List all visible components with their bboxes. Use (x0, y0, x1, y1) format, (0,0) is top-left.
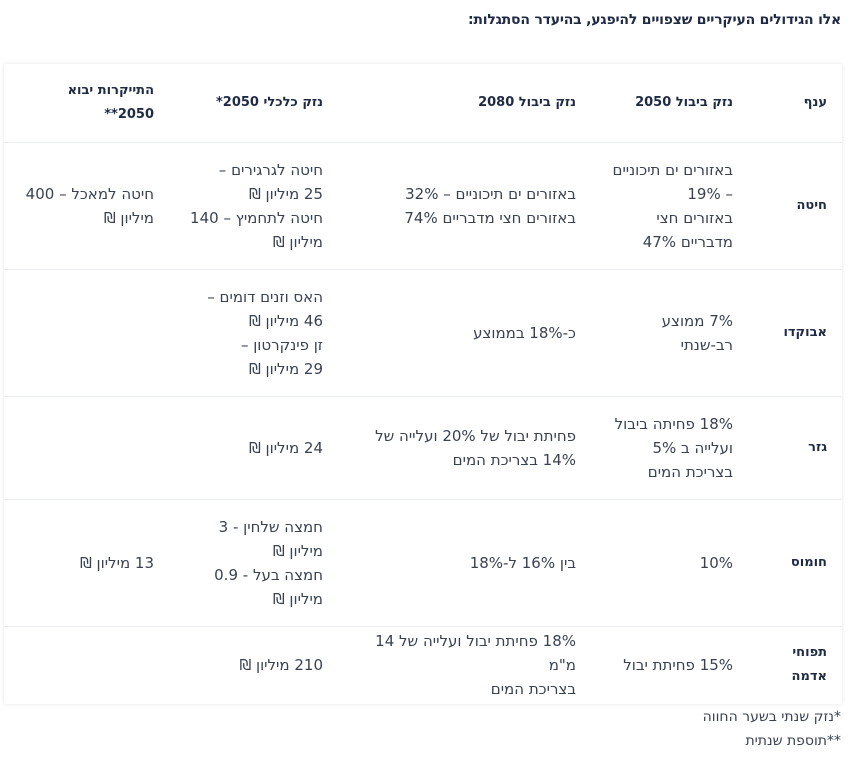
cell-text-line: חיטה למאכל – 400 (25, 184, 154, 203)
crop-name-cell: תפוחי אדמה (791, 645, 827, 685)
footnote-2: **תוספת שנתית (745, 733, 841, 749)
yield-2050-cell: 18% פחיתה ביבול ועלייה ב 5% בצריכת המים (591, 396, 748, 500)
header-yield-2050: נזק ביבול 2050 (591, 64, 748, 143)
yield-2080-cell: 18% פחיתת יבול ועלייה של 14 מ"מ בצריכת המ… (338, 626, 591, 704)
import-2050-cell (4, 626, 169, 704)
cell-text-line: ועלייה ב 5% (652, 438, 733, 457)
cell-text-line: מיליון ₪ (272, 589, 323, 608)
cell-text-line: 14% בצריכת המים (452, 450, 576, 469)
cell-text-line: 24 מיליון ₪ (249, 438, 323, 457)
crop-name-cell: גזר (748, 396, 842, 500)
cell-text-line: 46 מיליון ₪ (249, 311, 323, 330)
cell-text-line: האס וזנים דומים – (207, 287, 323, 306)
table-header-row: ענף נזק ביבול 2050 נזק ביבול 2080 נזק כל… (4, 64, 842, 143)
header-economic-2050: נזק כלכלי 2050* (169, 64, 338, 143)
cell-text-line: חיטה לתחמיץ – 140 (190, 208, 323, 227)
yield-2050-cell: 7% ממוצע רב-שנתי (591, 269, 748, 397)
yield-2080-cell: בין 16% ל-18% (338, 499, 591, 627)
cell-text-line: מיליון ₪ (272, 232, 323, 251)
import-2050-cell: חיטה למאכל – 400 מיליון ₪ (4, 142, 169, 270)
cell-text-line: – 19% (687, 184, 733, 203)
cell-text-line: 29 מיליון ₪ (249, 359, 323, 378)
header-yield-2080: נזק ביבול 2080 (338, 64, 591, 143)
yield-2050-cell: 10% (591, 499, 748, 627)
cell-text-line: 210 מיליון ₪ (239, 656, 323, 675)
header-sector: ענף (748, 64, 842, 143)
economic-2050-cell: האס וזנים דומים – 46 מיליון ₪ זן פינקרטון … (169, 269, 338, 397)
cell-text-line: 18% פחיתה ביבול (614, 414, 733, 433)
crop-name-cell: חיטה (748, 142, 842, 270)
cell-text-line: 7% ממוצע רב-שנתי (661, 311, 733, 354)
yield-2080-cell: באזורים ים תיכוניים – 32% באזורים חצי מדב… (338, 142, 591, 270)
cell-text-line: 15% פחיתת יבול (623, 656, 733, 675)
page-heading: אלו הגידולים העיקריים שצפויים להיפגע, בה… (467, 12, 841, 28)
crop-name-cell: חומוס (748, 499, 842, 627)
crop-damage-table-card: ענף נזק ביבול 2050 נזק ביבול 2080 נזק כל… (4, 64, 842, 704)
yield-2080-cell: פחיתת יבול של 20% ועלייה של 14% בצריכת המ… (338, 396, 591, 500)
cell-text-line: באזורים חצי מדבריים 74% (404, 208, 576, 227)
economic-2050-cell: 24 מיליון ₪ (169, 396, 338, 500)
crop-name-cell: אבוקדו (748, 269, 842, 397)
cell-text-line: חמצה שלחין - 3 (218, 517, 323, 536)
cell-text-line: בצריכת המים (647, 462, 733, 481)
cell-text-line: בצריכת המים (490, 680, 576, 699)
import-2050-cell (4, 269, 169, 397)
cell-text-line: בין 16% ל-18% (469, 553, 576, 572)
import-2050-cell (4, 396, 169, 500)
table-row: תפוחי אדמה 15% פחיתת יבול 18% פחיתת יבול ו… (4, 626, 842, 704)
table-row: חומוס 10% בין 16% ל-18% חמצה שלחין - 3 מיליו… (4, 499, 842, 627)
yield-2050-cell: 15% פחיתת יבול (591, 626, 748, 704)
footnote-1: *נזק שנתי בשער החווה (702, 709, 841, 725)
cell-text-line: מדבריים 47% (642, 232, 733, 251)
crop-damage-table: ענף נזק ביבול 2050 נזק ביבול 2080 נזק כל… (4, 64, 842, 704)
import-2050-cell: 13 מיליון ₪ (4, 499, 169, 627)
header-import-2050: התייקרות יבוא 2050** (4, 64, 169, 143)
cell-text-line: מיליון ₪ (103, 208, 154, 227)
cell-text-line: באזורים ים תיכוניים – 32% (405, 184, 576, 203)
cell-text-line: חיטה לגרגירים – (218, 160, 323, 179)
cell-text-line: מיליון ₪ (272, 541, 323, 560)
cell-text-line: זן פינקרטון – (240, 335, 323, 354)
cell-text-line: באזורים חצי (656, 208, 733, 227)
yield-2050-cell: באזורים ים תיכוניים – 19% באזורים חצי מדברי… (591, 142, 748, 270)
cell-text-line: 25 מיליון ₪ (249, 184, 323, 203)
cell-text-line: כ-18% בממוצע (473, 323, 576, 342)
cell-text-line: 18% פחיתת יבול ועלייה של 14 מ"מ (375, 632, 576, 675)
cell-text-line: 10% (699, 553, 733, 572)
table-row: גזר 18% פחיתה ביבול ועלייה ב 5% בצריכת המים… (4, 396, 842, 500)
yield-2080-cell: כ-18% בממוצע (338, 269, 591, 397)
economic-2050-cell: חיטה לגרגירים – 25 מיליון ₪ חיטה לתחמיץ – … (169, 142, 338, 270)
cell-text-line: באזורים ים תיכוניים (612, 160, 734, 179)
table-row: חיטה באזורים ים תיכוניים – 19% באזורים חצי מ… (4, 142, 842, 270)
cell-text-line: חמצה בעל - 0.9 (214, 565, 323, 584)
economic-2050-cell: חמצה שלחין - 3 מיליון ₪ חמצה בעל - 0.9 מילי… (169, 499, 338, 627)
economic-2050-cell: 210 מיליון ₪ (169, 626, 338, 704)
cell-text-line: 13 מיליון ₪ (80, 553, 154, 572)
cell-text-line: פחיתת יבול של 20% ועלייה של (375, 426, 576, 445)
table-row: אבוקדו 7% ממוצע רב-שנתי כ-18% בממוצע האס וז… (4, 269, 842, 397)
footnotes: *נזק שנתי בשער החווה **תוספת שנתית (703, 705, 841, 753)
